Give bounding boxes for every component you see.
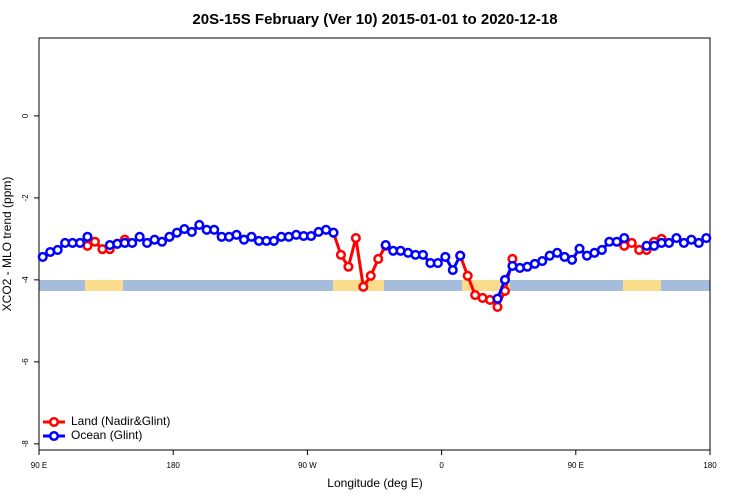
- point: [74, 237, 86, 249]
- point: [492, 293, 503, 304]
- point: [328, 227, 339, 238]
- point: [447, 264, 458, 276]
- point: [373, 253, 384, 265]
- point: [350, 233, 361, 244]
- x-tick-label: 180: [703, 461, 717, 470]
- chart-title: 20S-15S February (Ver 10) 2015-01-01 to …: [192, 11, 557, 28]
- point: [37, 251, 48, 262]
- point: [52, 244, 63, 255]
- legend-label: Ocean (Glint): [71, 428, 142, 442]
- x-tick-label: 90 W: [298, 461, 317, 470]
- point: [246, 231, 257, 242]
- plot-frame: [38, 37, 711, 451]
- x-tick-label: 90 E: [31, 461, 47, 470]
- x-axis-label: Longitude (deg E): [327, 476, 422, 490]
- point: [335, 249, 347, 260]
- point: [306, 230, 317, 242]
- point: [455, 250, 466, 261]
- y-tick-label: -2: [21, 194, 30, 202]
- point: [171, 227, 182, 238]
- point: [440, 251, 451, 262]
- point: [156, 236, 168, 247]
- series-line: [86, 232, 663, 309]
- point: [186, 226, 197, 237]
- y-tick-label: 0: [21, 113, 30, 118]
- point: [499, 274, 511, 285]
- y-tick-label: -8: [21, 440, 30, 448]
- point: [417, 249, 429, 260]
- point: [127, 237, 138, 249]
- legend-label: Land (Nadir&Glint): [71, 414, 170, 428]
- point: [701, 233, 712, 244]
- point: [537, 255, 548, 267]
- point: [380, 239, 391, 251]
- point: [209, 224, 220, 235]
- y-tick-label: -4: [21, 276, 30, 284]
- point: [164, 231, 175, 242]
- point: [462, 270, 473, 281]
- point: [663, 237, 675, 249]
- point: [343, 261, 354, 272]
- point: [567, 254, 578, 265]
- point: [134, 231, 145, 242]
- point: [619, 233, 630, 244]
- point: [231, 229, 242, 240]
- point: [358, 281, 369, 292]
- point: [432, 258, 443, 269]
- point: [626, 237, 637, 249]
- point: [596, 244, 607, 255]
- point: [492, 301, 503, 312]
- point: [611, 236, 622, 247]
- point: [365, 270, 376, 281]
- point: [693, 237, 704, 249]
- legend-marker: [48, 430, 60, 442]
- point: [194, 219, 205, 230]
- x-tick-label: 180: [167, 461, 181, 470]
- x-tick-label: 90 E: [568, 461, 584, 470]
- point: [89, 236, 100, 247]
- x-tick-label: 0: [439, 461, 444, 470]
- point: [671, 233, 682, 244]
- y-tick-label: -6: [21, 358, 30, 366]
- legend-marker: [48, 416, 60, 428]
- point: [574, 243, 585, 254]
- point: [268, 235, 279, 246]
- land-ocean-mask: [39, 280, 710, 291]
- point: [82, 231, 93, 242]
- y-axis-label: XCO2 - MLO trend (ppm): [0, 177, 14, 312]
- point: [552, 247, 563, 258]
